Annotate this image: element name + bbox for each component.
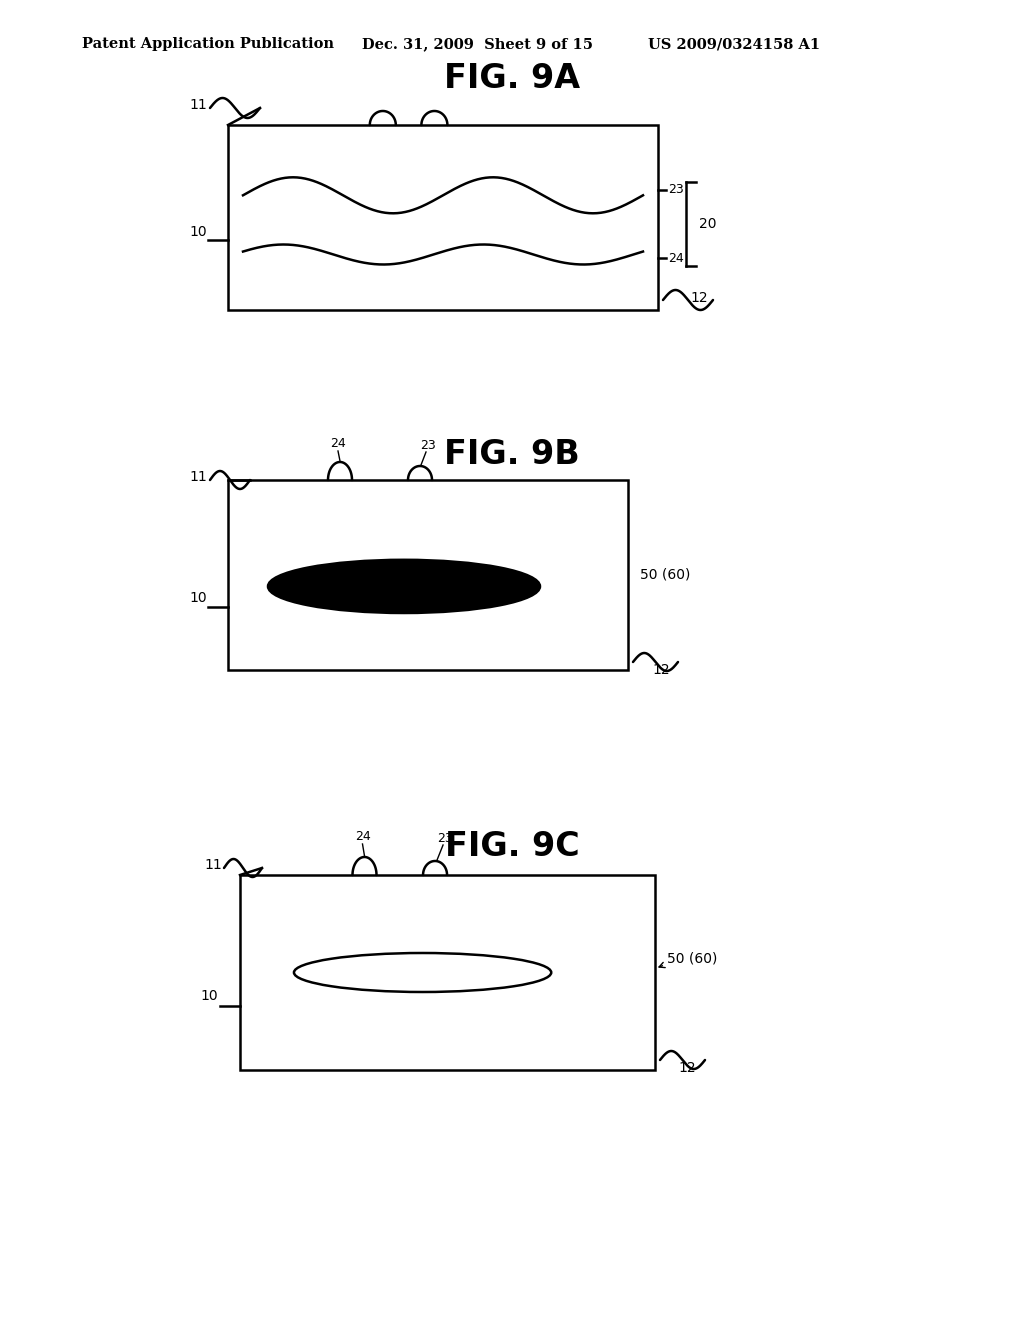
Text: 50 (60): 50 (60): [667, 952, 718, 966]
Text: 24: 24: [668, 252, 684, 265]
Text: FIG. 9C: FIG. 9C: [444, 830, 580, 863]
Text: Patent Application Publication: Patent Application Publication: [82, 37, 334, 51]
Text: 24: 24: [330, 437, 346, 450]
Text: 23: 23: [437, 832, 453, 845]
Text: 20: 20: [699, 216, 717, 231]
Text: FIG. 9B: FIG. 9B: [444, 438, 580, 471]
Text: Dec. 31, 2009  Sheet 9 of 15: Dec. 31, 2009 Sheet 9 of 15: [362, 37, 593, 51]
Text: 11: 11: [189, 470, 207, 484]
Text: FIG. 9A: FIG. 9A: [444, 62, 580, 95]
Text: 50 (60): 50 (60): [640, 568, 690, 582]
Bar: [240, 875, 655, 1071]
Text: 10: 10: [189, 591, 207, 605]
Text: US 2009/0324158 A1: US 2009/0324158 A1: [648, 37, 820, 51]
Text: 11: 11: [204, 858, 222, 873]
Text: 12: 12: [690, 290, 708, 305]
Ellipse shape: [294, 953, 551, 993]
Ellipse shape: [268, 560, 540, 612]
Text: 12: 12: [678, 1061, 695, 1074]
Text: 23: 23: [420, 440, 436, 451]
Bar: [228, 125, 658, 310]
Text: 12: 12: [652, 663, 670, 677]
Text: 11: 11: [189, 98, 207, 112]
Text: 23: 23: [668, 183, 684, 197]
Text: 24: 24: [354, 830, 371, 843]
Text: 10: 10: [189, 226, 207, 239]
Bar: [228, 480, 628, 671]
Text: 10: 10: [201, 989, 218, 1003]
